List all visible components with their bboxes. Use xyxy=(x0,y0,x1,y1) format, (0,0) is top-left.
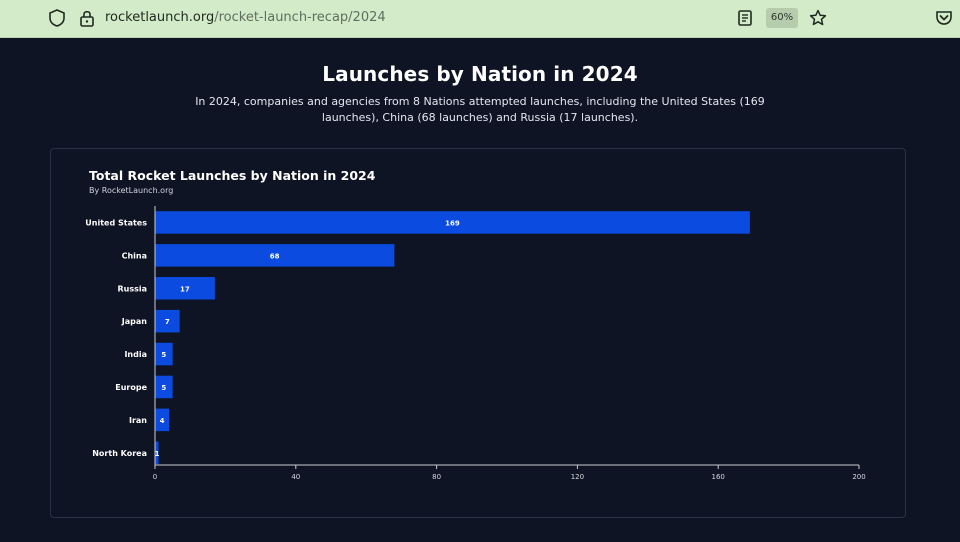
reader-view-icon[interactable] xyxy=(735,8,755,28)
chart-subtitle: By RocketLaunch.org xyxy=(89,186,174,195)
url-path: /rocket-launch-recap/2024 xyxy=(214,10,386,25)
browser-toolbar: rocketlaunch.org/rocket-launch-recap/202… xyxy=(0,0,960,38)
x-tick-label: 160 xyxy=(712,473,725,481)
bar[interactable] xyxy=(155,441,159,465)
category-label: India xyxy=(124,350,147,359)
bar-chart: United States 169 China 68 Russia 17 Japan 7 Ind… xyxy=(85,206,866,481)
bar[interactable] xyxy=(155,309,180,333)
chart-title: Total Rocket Launches by Nation in 2024 xyxy=(89,168,376,183)
pocket-icon[interactable] xyxy=(934,8,954,28)
category-label: North Korea xyxy=(92,449,147,458)
bar[interactable] xyxy=(155,211,750,234)
category-label: Europe xyxy=(115,383,147,392)
chart-card: Total Rocket Launches by Nation in 2024 … xyxy=(50,148,906,518)
bar-value-label: 1 xyxy=(155,450,160,458)
x-tick-label: 120 xyxy=(571,473,584,481)
bar-value-label: 5 xyxy=(161,351,166,359)
bar[interactable] xyxy=(155,408,170,432)
category-label: Japan xyxy=(121,317,148,326)
x-tick-label: 40 xyxy=(291,473,300,481)
zoom-level-button[interactable]: 60% xyxy=(766,8,798,28)
x-tick-label: 0 xyxy=(153,473,157,481)
bar-value-label: 7 xyxy=(165,318,170,326)
x-tick-label: 80 xyxy=(432,473,441,481)
url-domain: rocketlaunch.org xyxy=(105,10,215,25)
page-description: In 2024, companies and agencies from 8 N… xyxy=(195,95,765,124)
page-title: Launches by Nation in 2024 xyxy=(322,62,638,86)
lock-icon[interactable] xyxy=(77,8,97,28)
bar-value-label: 17 xyxy=(180,285,190,293)
category-label: Iran xyxy=(129,416,147,425)
bookmark-star-icon[interactable] xyxy=(808,8,828,28)
bar-value-label: 4 xyxy=(160,417,165,425)
x-tick-label: 200 xyxy=(852,473,865,481)
bar-value-label: 169 xyxy=(445,219,460,227)
url-bar[interactable]: rocketlaunch.org/rocket-launch-recap/202… xyxy=(105,9,386,27)
bar-value-label: 5 xyxy=(161,384,166,392)
shield-icon[interactable] xyxy=(47,8,67,28)
bar[interactable] xyxy=(155,375,173,399)
category-label: United States xyxy=(85,218,147,227)
category-label: Russia xyxy=(117,284,147,293)
bar[interactable] xyxy=(155,244,395,267)
bar-value-label: 68 xyxy=(270,252,280,260)
bar[interactable] xyxy=(155,277,215,300)
bar[interactable] xyxy=(155,342,173,366)
category-label: China xyxy=(122,251,147,260)
